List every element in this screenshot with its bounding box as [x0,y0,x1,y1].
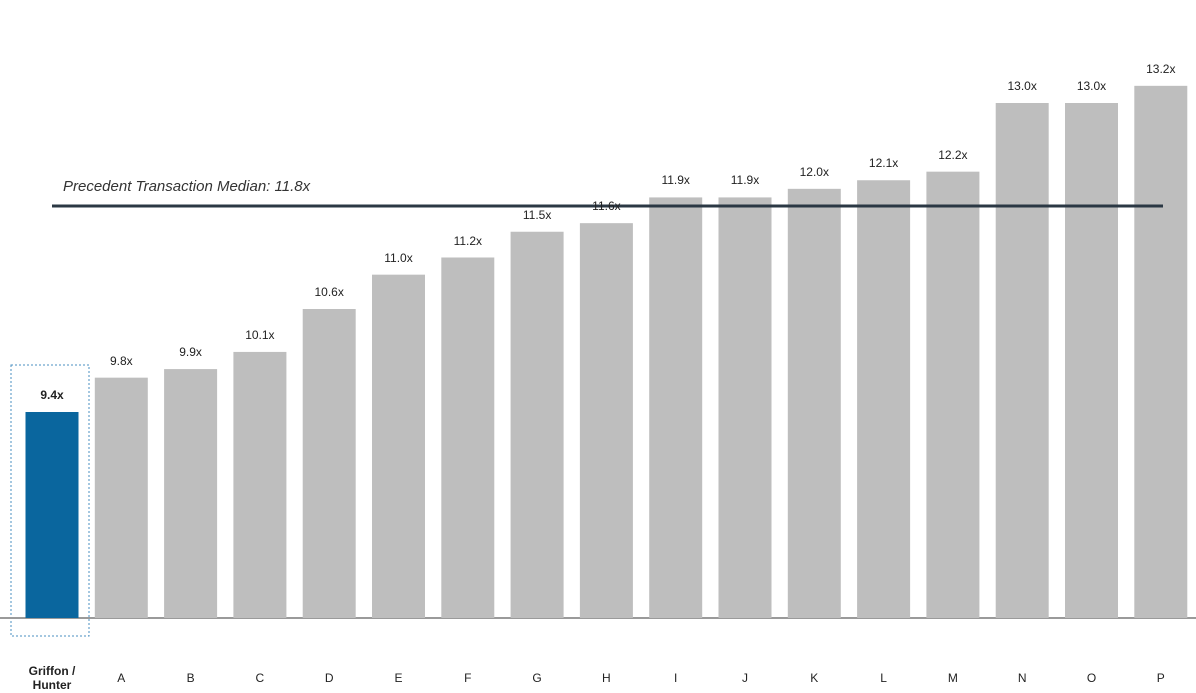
value-label: 11.9x [730,173,760,188]
x-tick-label: H [602,671,611,685]
value-label: 9.4x [40,388,64,402]
value-label: 13.2x [1146,61,1176,76]
x-tick-label: C [255,671,265,685]
bar [1065,103,1118,618]
bar [233,351,287,618]
x-tick-label: K [810,671,819,685]
bar [25,412,79,618]
bar [302,309,356,618]
value-label: 12.0x [799,164,829,179]
value-label: 11.0x [384,250,413,265]
value-label: 13.0x [1076,79,1107,93]
reference-label: Precedent Transaction Median: 11.8x [63,178,311,195]
value-label: 12.1x [868,156,899,171]
value-label: 11.2x [453,233,483,248]
x-tick-label: F [464,671,472,685]
x-tick-label: E [394,671,403,685]
x-tick-label: L [880,671,887,685]
x-tick-label: Griffon / Hunter [28,664,76,692]
x-tick-label: D [324,671,334,685]
value-label: 11.5x [522,207,552,222]
bar [926,171,980,618]
bar [372,274,425,618]
x-tick-label: A [117,671,126,685]
x-tick-label: J [742,671,748,685]
bar [579,223,633,618]
value-label: 10.6x [314,285,344,299]
x-tick-label: O [1086,671,1097,685]
value-label: 9.8x [109,353,133,368]
bar [857,180,911,618]
bar [718,197,772,618]
bar [1134,85,1188,619]
bar [510,231,564,618]
x-tick-label: B [186,671,195,685]
bar [164,369,218,618]
value-label: 11.6x [592,199,621,214]
bar [441,257,495,618]
value-label: 11.9x [661,173,690,188]
value-label: 13.0x [1007,79,1037,93]
x-tick-label: I [674,671,678,685]
bar [94,377,148,618]
highlight-box [10,364,90,637]
x-tick-label: P [1156,671,1165,685]
x-tick-label: M [947,671,958,685]
bar [787,188,841,619]
x-tick-label: G [532,671,542,685]
value-label: 12.2x [938,147,968,162]
bar [995,103,1049,618]
bar [649,197,703,618]
x-tick-label: N [1017,671,1027,685]
value-label: 9.9x [179,345,202,360]
value-label: 10.1x [245,327,275,342]
